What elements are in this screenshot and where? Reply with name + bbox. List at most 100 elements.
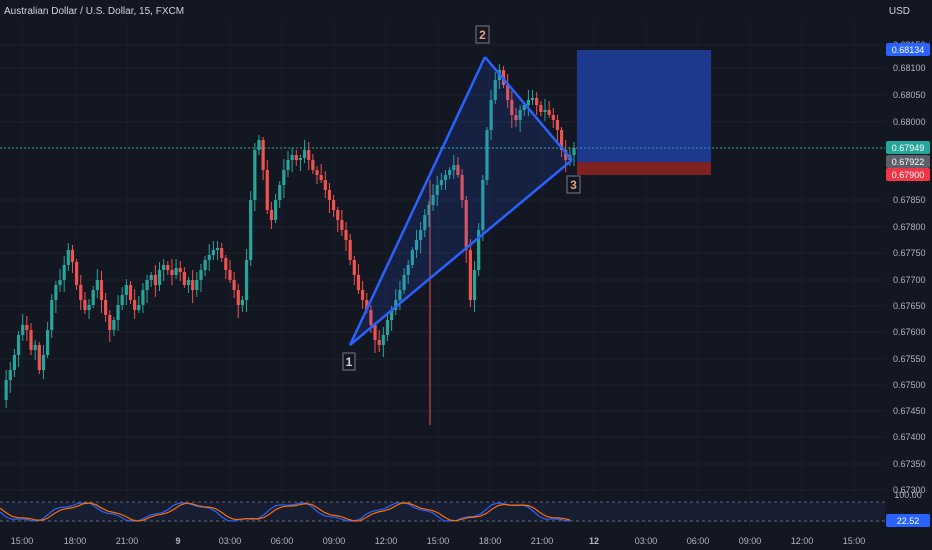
pattern-line-1-2[interactable] [348,56,487,346]
candle-body [369,310,373,325]
candle-body [431,195,435,205]
candle-body [149,275,153,280]
candle-body [8,370,12,380]
candle-body [414,240,419,250]
stochastic-k-line [0,502,571,522]
candle-body [162,265,166,270]
time-tick: 09:00 [739,536,762,546]
candle-body [406,265,410,275]
time-tick: 12:00 [375,536,398,546]
candle-body [510,100,514,115]
chart-title: Australian Dollar / U.S. Dollar, 15, FXC… [4,6,185,17]
candle-body [240,300,245,305]
candle-body [137,305,141,310]
pattern-triangle-fill[interactable] [350,57,572,345]
candle-body [83,300,87,310]
osc-value-badge: 22.52 [886,514,930,527]
stochastic-d-line [0,502,571,522]
candle-body [435,185,439,195]
time-tick: 18:00 [64,536,87,546]
candle-body [228,270,232,280]
candles [4,64,576,425]
candle-body [460,175,464,200]
candle-body [16,335,21,355]
candle-body [33,345,37,350]
stop-zone[interactable] [577,162,711,175]
time-tick: 12 [589,536,599,546]
candle-body [207,255,211,260]
candle-body [79,285,83,300]
candle-body [195,280,199,290]
candle-body [282,170,286,185]
candle-body [398,290,402,300]
svg-text:22.52: 22.52 [897,516,920,526]
time-tick: 12:00 [791,536,814,546]
candle-body [377,340,381,345]
price-tick: 0.68000 [893,117,926,127]
price-tick: 0.67650 [893,301,926,311]
current-price-badge: 0.67949 [886,141,930,154]
candle-body [249,200,253,260]
marker-3-label: 3 [570,178,577,192]
candle-body [489,100,493,130]
candle-body [385,320,390,335]
candle-body [70,250,75,262]
candle-body [244,260,249,300]
candle-body [269,210,274,220]
candle-body [394,300,398,310]
chart-grid [0,20,885,530]
pattern-line-3-1[interactable] [349,159,573,346]
candle-body [186,280,191,285]
target-zone[interactable] [577,50,711,162]
candle-body [166,265,170,270]
candle-body [456,165,460,175]
price-tick: 0.67850 [893,195,926,205]
candle-body [361,290,365,300]
time-axis: 15:00 18:00 21:00 9 03:00 06:00 09:00 12:00 15:0… [11,536,866,546]
candle-body [128,285,133,300]
candle-body [25,325,29,330]
marker-2[interactable]: 2 [475,25,490,44]
price-tick: 0.68100 [893,63,926,73]
candle-body [12,355,17,370]
time-tick: 03:00 [635,536,658,546]
candle-body [120,295,124,305]
osc-top-label: 100.00 [894,490,922,500]
candle-body [477,230,481,270]
candle-body [526,100,531,105]
price-tick: 0.67750 [893,248,926,258]
candle-body [75,262,79,285]
pattern-line-2-3[interactable] [484,56,573,161]
candle-body [373,325,377,340]
candle-body [506,85,510,100]
candle-body [257,140,261,150]
candle-body [559,130,564,150]
candle-body [286,160,290,170]
candle-body [547,110,551,115]
candle-body [99,280,104,300]
candle-body [472,270,477,300]
candle-body [170,270,174,275]
candle-body [58,280,62,285]
oscillator-pane[interactable] [0,502,885,522]
candle-body [315,170,319,175]
marker-3[interactable]: 3 [566,175,581,194]
time-tick: 03:00 [219,536,242,546]
currency-label[interactable]: USD [888,6,910,17]
candle-body [493,80,497,100]
marker-1[interactable]: 1 [342,352,356,371]
candle-body [327,190,332,200]
candle-body [141,290,145,305]
time-tick: 18:00 [479,536,502,546]
candle-body [522,105,526,110]
candle-body [319,175,323,180]
candle-body [95,280,99,290]
candle-body [402,275,406,290]
svg-text:0.67949: 0.67949 [892,143,925,153]
candle-body [352,260,356,275]
candle-body [572,148,576,155]
candle-body [62,265,66,280]
candle-body [365,300,369,310]
candle-body [253,150,257,200]
